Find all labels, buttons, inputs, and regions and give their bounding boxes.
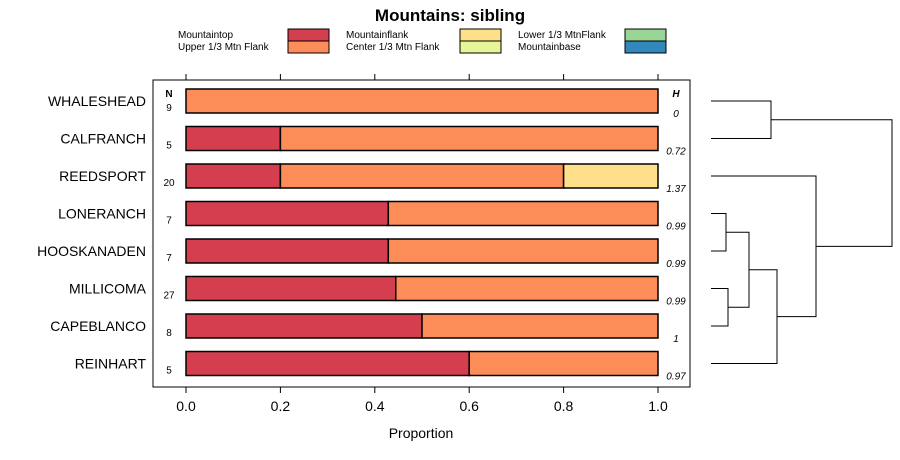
top-axis-ticks — [185, 74, 659, 80]
h-value-reedsport: 1.37 — [666, 184, 686, 195]
x-axis: 0.0 0.2 0.4 0.6 0.8 1.0 — [176, 387, 668, 414]
row-label-reedsport: REEDSPORT — [59, 168, 146, 184]
bar-segment-hooskanaden-upper-1-3-mtn-flank — [387, 238, 659, 264]
x-axis-title: Proportion — [389, 425, 454, 441]
bar-segment-whaleshead-upper-1-3-mtn-flank — [185, 88, 659, 114]
h-value-capeblanco: 1 — [673, 334, 679, 345]
h-value-loneranch: 0.99 — [666, 222, 686, 233]
legend-swatch-mountainbase — [624, 40, 667, 54]
x-tick-label-0-2: 0.2 — [271, 398, 291, 414]
dendrogram-branch-n4 — [711, 175, 817, 318]
bar-row-hooskanaden: HOOSKANADEN 7 0.99 — [37, 238, 686, 270]
bar-row-reinhart: REINHART 5 0.97 — [75, 350, 686, 383]
h-value-reinhart: 0.97 — [666, 372, 686, 383]
bar-segment-loneranch-mountaintop — [185, 200, 390, 227]
bar-segment-millicoma-mountaintop — [185, 275, 397, 302]
legend-label-mountainbase: Mountainbase — [518, 42, 581, 53]
legend-label-lower-1-3-mtnflank: Lower 1/3 MtnFlank — [518, 30, 607, 41]
bar-row-calfranch: CALFRANCH 5 0.72 — [60, 125, 686, 158]
n-value-reinhart: 5 — [166, 366, 172, 377]
bar-segment-capeblanco-mountaintop — [185, 313, 423, 339]
h-column-header: H — [672, 89, 680, 100]
bar-segment-capeblanco-upper-1-3-mtn-flank — [421, 313, 659, 339]
h-value-whaleshead: 0 — [673, 109, 679, 120]
bar-segment-reinhart-upper-1-3-mtn-flank — [468, 350, 659, 377]
n-value-capeblanco: 8 — [166, 328, 172, 339]
bar-segment-millicoma-upper-1-3-mtn-flank — [395, 275, 659, 302]
row-label-hooskanaden: HOOSKANADEN — [37, 243, 146, 259]
legend-label-center-1-3-mtn-flank: Center 1/3 Mtn Flank — [346, 42, 440, 53]
x-tick-label-0-4: 0.4 — [365, 398, 385, 414]
bar-segment-calfranch-upper-1-3-mtn-flank — [279, 125, 659, 152]
x-tick-label-0-6: 0.6 — [459, 398, 479, 414]
plot-frame — [152, 79, 691, 388]
dendrogram-branch-n2 — [726, 231, 750, 308]
dendrogram-branch-n6 — [771, 119, 893, 247]
bar-segment-reedsport-mountaintop — [185, 163, 282, 189]
row-label-calfranch: CALFRANCH — [60, 131, 146, 147]
x-tick-label-0-8: 0.8 — [554, 398, 574, 414]
bar-rows: WHALESHEAD 9 0 CALFRANCH 5 0.72 REEDSPORT 20 1.3… — [37, 88, 686, 383]
bar-row-reedsport: REEDSPORT 20 1.37 — [59, 163, 686, 195]
n-value-reedsport: 20 — [163, 178, 175, 189]
x-tick-label-0-0: 0.0 — [176, 398, 196, 414]
bar-row-millicoma: MILLICOMA 27 0.99 — [69, 275, 686, 308]
n-value-loneranch: 7 — [166, 216, 172, 227]
legend-label-mountaintop: Mountaintop — [178, 30, 233, 41]
bar-row-whaleshead: WHALESHEAD 9 0 — [48, 88, 679, 120]
n-value-millicoma: 27 — [163, 291, 175, 302]
x-tick-label-1-0: 1.0 — [648, 398, 668, 414]
legend-swatch-mountaintop — [287, 28, 330, 42]
row-label-whaleshead: WHALESHEAD — [48, 93, 146, 109]
n-value-hooskanaden: 7 — [166, 253, 172, 264]
n-column-header: N — [165, 89, 172, 100]
bar-segment-hooskanaden-mountaintop — [185, 238, 390, 264]
legend-swatch-center-1-3-mtn-flank — [459, 40, 502, 54]
legend-label-upper-1-3-mtn-flank: Upper 1/3 Mtn Flank — [178, 42, 270, 53]
bar-segment-calfranch-mountaintop — [185, 125, 282, 152]
h-value-millicoma: 0.99 — [666, 297, 686, 308]
chart-title: Mountains: sibling — [375, 6, 525, 25]
h-value-calfranch: 0.72 — [666, 147, 686, 158]
row-label-capeblanco: CAPEBLANCO — [50, 318, 146, 334]
dendrogram-branch-n1 — [711, 288, 729, 327]
row-label-millicoma: MILLICOMA — [69, 281, 147, 297]
dendrogram-branch-n3 — [711, 269, 778, 364]
bar-segment-reedsport-mountainflank — [562, 163, 659, 189]
h-value-hooskanaden: 0.99 — [666, 259, 686, 270]
dendrogram — [711, 100, 893, 364]
dendrogram-branch-n5 — [711, 100, 772, 139]
row-label-reinhart: REINHART — [75, 356, 147, 372]
n-value-calfranch: 5 — [166, 141, 172, 152]
legend-swatch-mountainflank — [459, 28, 502, 42]
bar-row-loneranch: LONERANCH 7 0.99 — [58, 200, 686, 233]
row-label-loneranch: LONERANCH — [58, 206, 146, 222]
legend-label-mountainflank: Mountainflank — [346, 30, 409, 41]
dendrogram-branch-n0 — [711, 213, 727, 252]
bar-segment-reedsport-upper-1-3-mtn-flank — [279, 163, 565, 189]
bar-segment-loneranch-upper-1-3-mtn-flank — [387, 200, 659, 227]
legend-swatch-lower-1-3-mtnflank — [624, 28, 667, 42]
n-value-whaleshead: 9 — [166, 103, 172, 114]
bar-row-capeblanco: CAPEBLANCO 8 1 — [50, 313, 679, 345]
bar-segment-reinhart-mountaintop — [185, 350, 470, 377]
legend-swatch-upper-1-3-mtn-flank — [287, 40, 330, 54]
